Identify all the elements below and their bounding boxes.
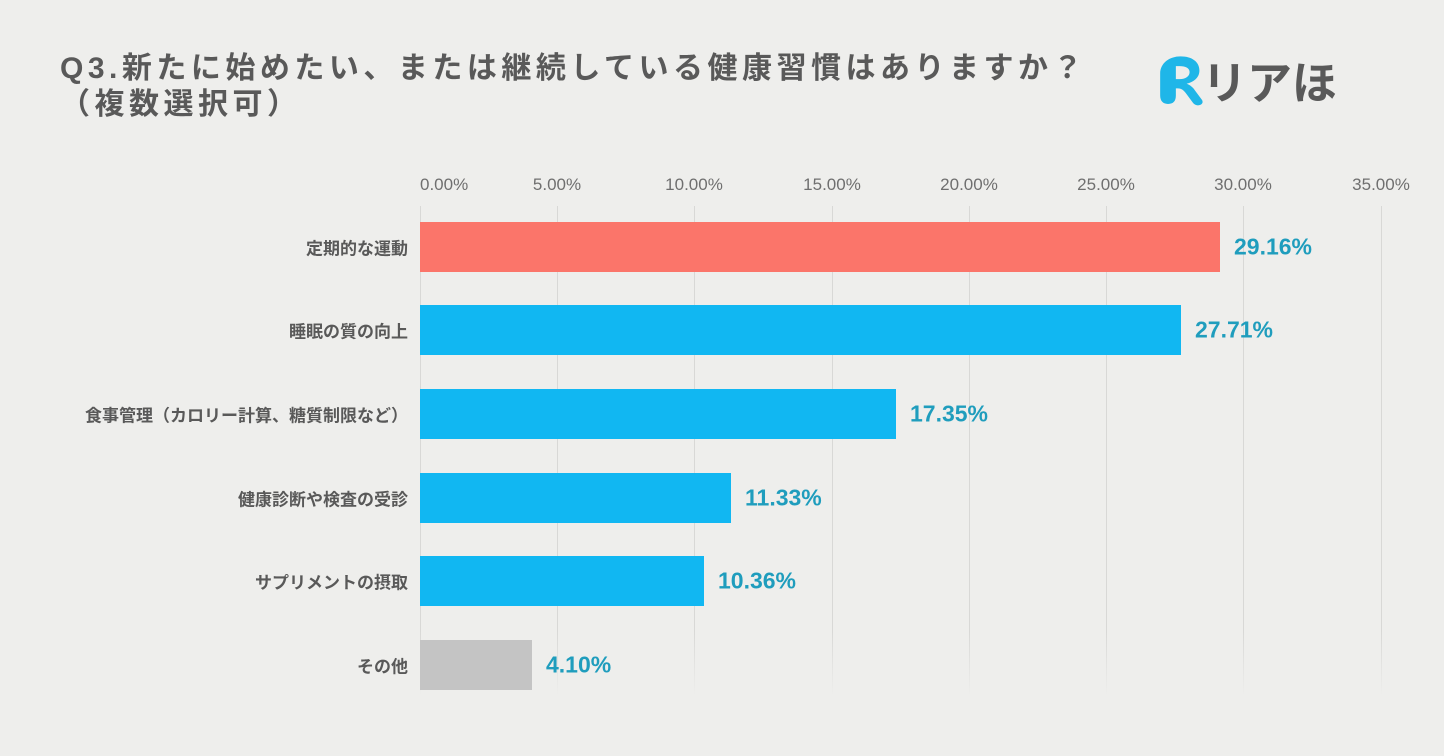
svg-text:リアほ: リアほ	[1202, 47, 1337, 112]
